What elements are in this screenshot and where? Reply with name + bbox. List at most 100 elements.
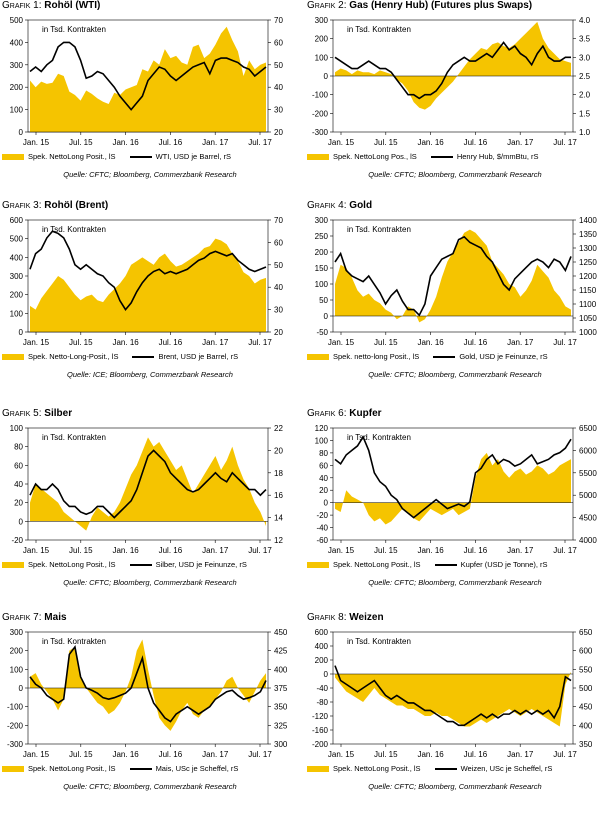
right-axis-tick-label: 4500: [579, 514, 597, 523]
left-axis-tick-label: 400: [315, 642, 329, 651]
right-axis-tick-label: 3.5: [579, 35, 591, 44]
x-axis-tick-label: Jul. 17: [248, 138, 272, 147]
left-axis-tick-label: 0: [19, 684, 24, 693]
right-axis-tick-label: 1100: [579, 300, 597, 309]
right-axis-tick-label: 1000: [579, 328, 597, 337]
chart-panel: Grafik 4: Gold 300 250 200 150 100 50 0 -50 1400 1…: [305, 200, 601, 402]
x-axis-tick-label: Jan. 15: [328, 546, 355, 555]
right-axis-tick-label: 2.0: [579, 91, 591, 100]
right-axis-tick-label: 600: [579, 647, 593, 656]
right-axis-tick-label: 16: [274, 491, 283, 500]
x-axis-tick-label: Jan. 17: [202, 546, 229, 555]
left-axis-tick-label: 200: [10, 83, 24, 92]
right-axis-tick-label: 40: [274, 283, 283, 292]
left-axis-tick-label: -50: [316, 328, 328, 337]
x-axis-tick-label: Jul. 17: [553, 750, 577, 759]
units-label: in Tsd. Kontrakten: [42, 25, 106, 34]
left-axis-tick-label: 100: [315, 280, 329, 289]
x-axis-tick-label: Jan. 16: [417, 546, 444, 555]
chart-source: Quelle: CFTC; Bloomberg, Commerzbank Res…: [63, 782, 237, 791]
right-axis-tick-label: 20: [274, 446, 283, 455]
chart-title-prefix: Grafik 5:: [2, 408, 42, 419]
left-axis-tick-label: 120: [315, 424, 329, 433]
right-axis-tick-label: 650: [579, 628, 593, 637]
x-axis-tick-label: Jul. 16: [159, 338, 183, 347]
x-axis-tick-label: Jan. 16: [112, 750, 139, 759]
x-axis-tick-label: Jan. 17: [507, 750, 534, 759]
chart-title-name: Mais: [44, 612, 67, 623]
chart-source: Quelle: CFTC; Bloomberg, Commerzbank Res…: [63, 170, 237, 179]
left-axis-tick-label: 100: [10, 106, 24, 115]
left-axis-tick-label: 40: [14, 480, 23, 489]
chart-title-name: Kupfer: [349, 408, 382, 419]
legend-swatch-line: [434, 563, 457, 566]
chart-source: Quelle: CFTC; Bloomberg, Commerzbank Res…: [368, 370, 542, 379]
units-label: in Tsd. Kontrakten: [347, 225, 411, 234]
x-axis-tick-label: Jul. 16: [159, 546, 183, 555]
x-axis-tick-label: Jul. 15: [69, 546, 93, 555]
chart-title-name: Gold: [349, 200, 373, 211]
chart-title-prefix: Grafik 1:: [2, 0, 42, 11]
right-axis-tick-label: 14: [274, 514, 283, 523]
right-axis-tick-label: 1250: [579, 258, 597, 267]
chart-title-prefix: Grafik 6:: [307, 408, 347, 419]
left-axis-tick-label: 200: [315, 248, 329, 257]
legend-label-area: Spek. NettoLong Posit., lS: [28, 764, 116, 773]
x-axis-tick-label: Jan. 15: [328, 138, 355, 147]
units-label: in Tsd. Kontrakten: [347, 637, 411, 646]
chart-legend: Spek. Netto-Long-Posit., lS Brent, USD je…: [2, 352, 238, 361]
line-series-price: [29, 449, 267, 519]
right-axis-tick-label: 425: [274, 647, 288, 656]
left-axis-tick-label: 100: [10, 665, 24, 674]
right-axis-tick-label: 1.0: [579, 128, 591, 137]
x-axis-tick-label: Jan. 16: [112, 546, 139, 555]
x-axis-tick-label: Jan. 15: [23, 750, 50, 759]
legend-label-line: Mais, USc je Scheffel, rS: [155, 764, 239, 773]
left-axis-tick-label: 100: [10, 424, 24, 433]
left-axis-tick-label: -100: [312, 91, 329, 100]
chart-title-name: Rohöl (WTI): [44, 0, 101, 11]
chart-plot: 300 200 100 0 -100 -200 -300 4.0 3.5 3.0 2.5 2.0 1.5…: [312, 16, 591, 147]
chart-title: Grafik 3: Rohöl (Brent): [2, 200, 108, 211]
legend-label-line: Brent, USD je Barrel, rS: [158, 352, 239, 361]
left-axis-tick-label: 0: [324, 499, 329, 508]
left-axis-tick-label: -200: [312, 740, 329, 749]
x-axis-tick-label: Jan. 17: [202, 750, 229, 759]
chart-source: Quelle: CFTC; Bloomberg, Commerzbank Res…: [368, 578, 542, 587]
chart-source: Quelle: CFTC; Bloomberg, Commerzbank Res…: [368, 782, 542, 791]
left-axis-tick-label: 300: [315, 216, 329, 225]
line-series-price: [334, 41, 571, 100]
chart-legend: Spek. netto-long Posit., lS Gold, USD je …: [307, 352, 548, 361]
right-axis-tick-label: 350: [274, 703, 288, 712]
left-axis-tick-label: 100: [315, 53, 329, 62]
chart-plot: 500 400 300 200 100 0 70 60 50 40 30 20 Jan. 15 Jul. …: [10, 16, 284, 147]
units-label: in Tsd. Kontrakten: [42, 225, 106, 234]
legend-swatch-line: [132, 355, 155, 358]
x-axis-tick-label: Jul. 16: [464, 546, 488, 555]
chart-title: Grafik 8: Weizen: [307, 612, 384, 623]
x-axis-tick-label: Jul. 17: [248, 750, 272, 759]
chart-plot: 300 250 200 150 100 50 0 -50 1400 1350 1300 1250 120…: [315, 216, 598, 347]
x-axis-tick-label: Jan. 16: [112, 338, 139, 347]
x-axis-tick-label: Jul. 16: [464, 750, 488, 759]
area-series-speculative-positions: [30, 437, 266, 531]
left-axis-tick-label: -160: [312, 726, 329, 735]
chart-panel: Grafik 8: Weizen 600 400 200 0 -40 -80 -120 -160…: [305, 612, 601, 814]
x-axis-tick-label: Jul. 17: [248, 338, 272, 347]
x-axis-tick-label: Jan. 16: [417, 138, 444, 147]
left-axis-tick-label: 200: [315, 35, 329, 44]
legend-swatch-line: [129, 563, 152, 566]
left-axis-tick-label: -100: [7, 703, 24, 712]
plot-frame: [332, 427, 574, 541]
legend-swatch-area: [307, 765, 329, 772]
left-axis-tick-label: 0: [324, 670, 329, 679]
right-axis-tick-label: 60: [274, 238, 283, 247]
x-axis-tick-label: Jan. 17: [507, 338, 534, 347]
left-axis-tick-label: -120: [312, 712, 329, 721]
chart-panel: Grafik 1: Rohöl (WTI) 500 400 300 200 100 0 70 6…: [0, 0, 300, 202]
units-label: in Tsd. Kontrakten: [347, 433, 411, 442]
left-axis-tick-label: 20: [14, 499, 23, 508]
legend-swatch-area: [2, 153, 24, 160]
left-axis-tick-label: -200: [312, 109, 329, 118]
x-axis-tick-label: Jul. 16: [464, 138, 488, 147]
